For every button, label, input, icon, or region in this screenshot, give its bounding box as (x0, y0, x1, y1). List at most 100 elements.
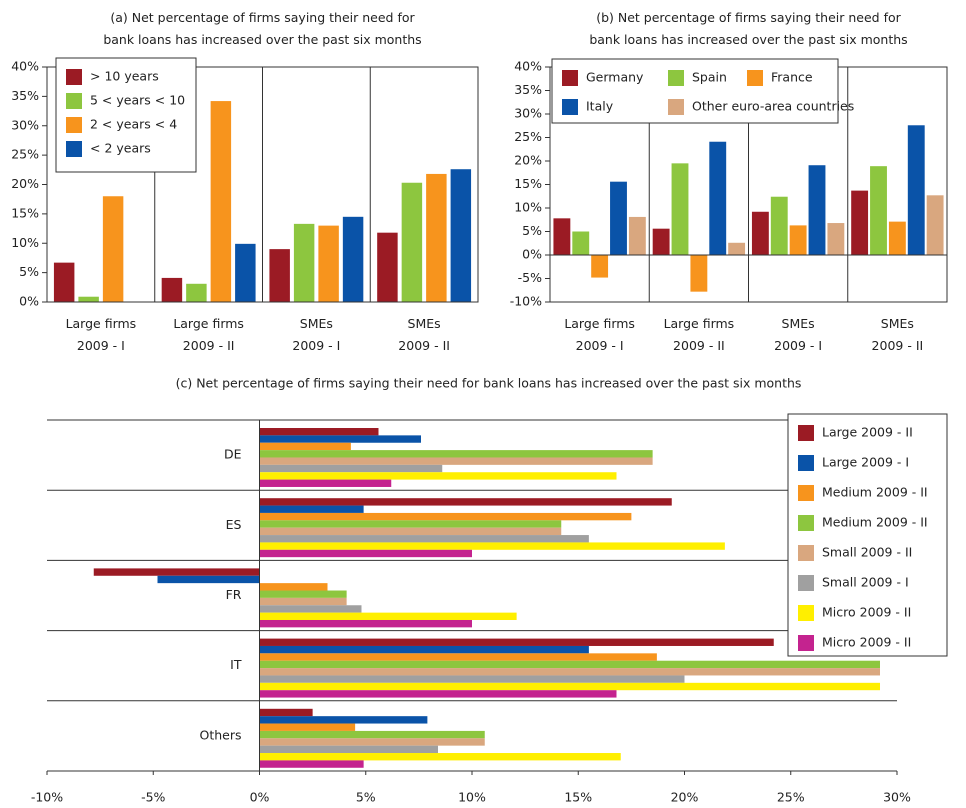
bar (318, 225, 339, 302)
bar (259, 690, 617, 698)
bar (728, 242, 746, 255)
bar (259, 457, 653, 465)
x-tick-label: 0% (250, 790, 270, 805)
bar (161, 277, 183, 302)
legend-label: Medium 2009 - II (822, 485, 928, 500)
y-tick-label: DE (224, 447, 242, 462)
bar (259, 730, 485, 739)
y-tick-label: 15% (11, 205, 39, 220)
legend-swatch (66, 141, 82, 157)
bar (78, 296, 99, 302)
y-tick-label: 25% (514, 129, 542, 144)
bar (157, 575, 260, 584)
bar (186, 283, 207, 302)
legend-label: Medium 2009 - II (822, 515, 928, 530)
x-tick-label: 10% (458, 790, 486, 805)
bar (259, 542, 725, 550)
bar (690, 255, 708, 292)
bar (259, 645, 589, 654)
x-tick-label: 5% (356, 790, 376, 805)
legend-label: Micro 2009 - II (822, 605, 911, 620)
bar (342, 216, 364, 302)
y-tick-label: 0% (19, 294, 39, 309)
bar (789, 225, 807, 255)
y-tick-label: 25% (11, 147, 39, 162)
legend-swatch (798, 635, 814, 651)
bar (259, 512, 632, 521)
legend-label: > 10 years (90, 69, 159, 84)
bar (259, 428, 379, 436)
legend-swatch (798, 515, 814, 531)
bar (259, 716, 428, 724)
bar (259, 479, 392, 487)
y-tick-label: 10% (514, 200, 542, 215)
bar (870, 166, 887, 255)
bar (259, 527, 562, 536)
bar (751, 211, 769, 255)
bar (259, 549, 472, 558)
y-tick-label: 40% (11, 59, 39, 74)
bar (259, 660, 880, 669)
bar (426, 173, 447, 302)
legend-swatch (66, 93, 82, 109)
bar (808, 165, 826, 255)
legend-swatch (798, 425, 814, 441)
bar (259, 745, 438, 754)
bar (572, 231, 590, 255)
chart-title: (a) Net percentage of firms saying their… (103, 10, 421, 47)
bar (652, 228, 670, 255)
bar (770, 196, 788, 255)
bar (259, 464, 443, 473)
bar (259, 638, 774, 646)
x-tick-label: -5% (141, 790, 165, 805)
bar (827, 223, 845, 255)
bar (259, 498, 672, 506)
legend-label: Germany (586, 70, 644, 85)
bar (259, 583, 328, 591)
legend-swatch (66, 69, 82, 85)
x-tick-label: 25% (777, 790, 805, 805)
bar (259, 682, 880, 691)
y-tick-label: 5% (522, 223, 542, 238)
y-tick-label: IT (230, 657, 242, 672)
bar (259, 668, 880, 676)
y-tick-label: -10% (510, 294, 542, 309)
y-tick-label: 20% (514, 153, 542, 168)
legend-swatch (747, 70, 763, 86)
bar (628, 216, 646, 255)
bar (259, 738, 485, 746)
bar (259, 653, 657, 661)
x-tick-label: 30% (883, 790, 911, 805)
y-tick-label: 10% (11, 235, 39, 250)
bar (907, 125, 925, 255)
bar (591, 255, 609, 278)
x-tick-label: Large firms 2009 - I (66, 316, 137, 353)
bar (259, 590, 347, 598)
legend-label: Spain (692, 70, 727, 85)
bar (926, 195, 944, 255)
x-tick-label: Large firms 2009 - II (664, 316, 735, 353)
bar (259, 612, 517, 620)
legend-label: Micro 2009 - II (822, 635, 911, 650)
bar (259, 520, 562, 528)
bar (450, 169, 472, 302)
bar (671, 163, 689, 255)
x-tick-label: Large firms 2009 - II (173, 316, 244, 353)
y-tick-label: 5% (19, 264, 39, 279)
y-tick-label: 20% (11, 176, 39, 191)
x-tick-label: -10% (31, 790, 63, 805)
bar (709, 141, 727, 255)
bar (269, 249, 290, 302)
legend-label: < 2 years (90, 141, 151, 156)
legend-box (551, 58, 839, 124)
y-tick-label: 35% (514, 82, 542, 97)
bar (53, 262, 75, 302)
y-tick-label: 0% (522, 247, 542, 262)
bar (293, 223, 315, 302)
y-tick-label: 30% (11, 117, 39, 132)
y-tick-label: 15% (514, 176, 542, 191)
legend-label: Small 2009 - I (822, 575, 909, 590)
y-tick-label: 30% (514, 106, 542, 121)
bar (610, 181, 627, 255)
